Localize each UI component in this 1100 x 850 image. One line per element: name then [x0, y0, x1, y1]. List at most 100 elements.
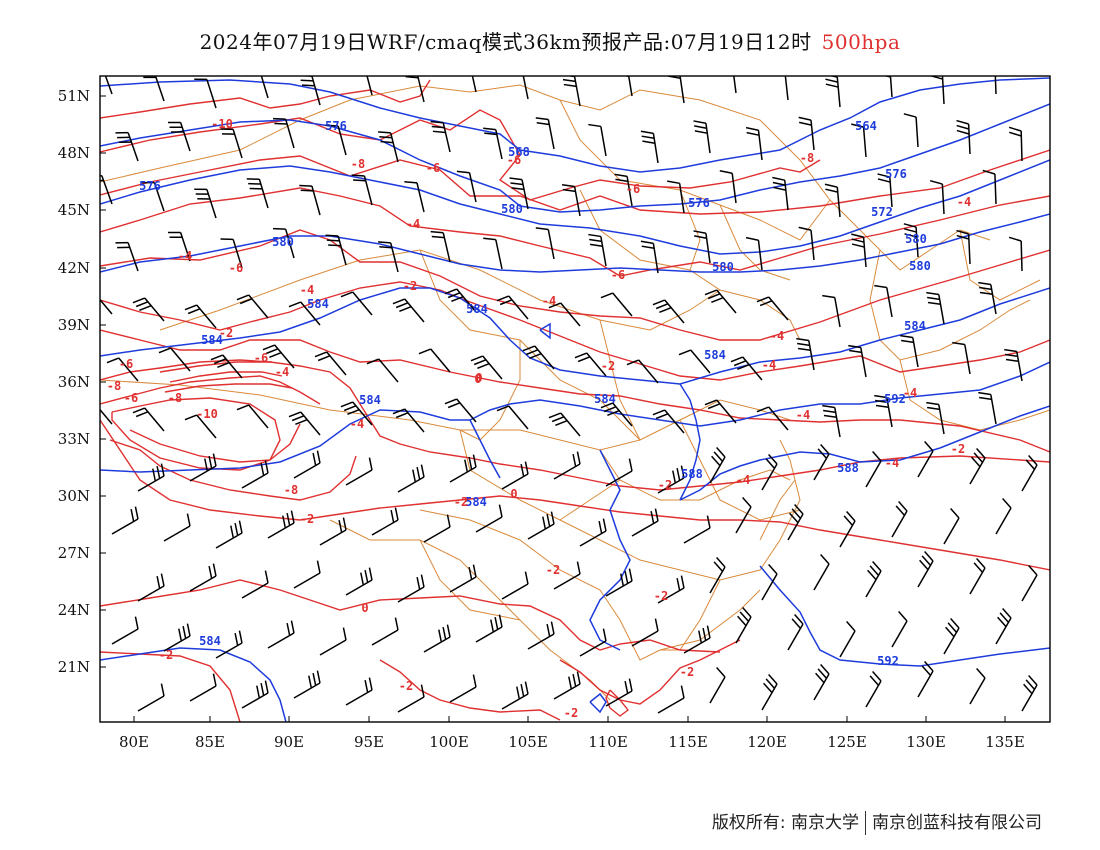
wind-barbs [100, 76, 1038, 714]
height-contour [589, 692, 607, 714]
temperature-contour-label: -6 [124, 391, 138, 405]
wind-barb [874, 284, 893, 318]
temperature-contour-label: -8 [284, 483, 298, 497]
wind-barb [813, 444, 830, 481]
temperature-contour [100, 329, 1050, 453]
wind-barb [444, 288, 477, 313]
wind-barb [657, 465, 685, 494]
wind-barb [378, 241, 399, 273]
wind-barb [929, 179, 945, 215]
temperature-contour [605, 689, 629, 717]
copyright-footer: 版权所有: 南京大学 南京创蓝科技有限公司 [712, 808, 1042, 835]
wind-barb [926, 401, 945, 435]
temperature-contour-label: -2 [654, 589, 668, 603]
wind-barb [100, 175, 113, 205]
temperature-contour-label: -2 [159, 648, 173, 662]
wind-barb [483, 237, 503, 270]
height-contour-label: 584 [307, 297, 329, 311]
temperature-contour [164, 383, 293, 393]
wind-barb [574, 352, 607, 377]
wind-barb [917, 551, 934, 588]
wind-barb [194, 188, 217, 219]
wind-barb [995, 498, 1012, 535]
height-contour-label: 592 [877, 654, 899, 668]
wind-barb [449, 674, 477, 703]
wind-barb [600, 292, 633, 317]
lon-tick-label: 80E [119, 733, 149, 751]
height-contour [679, 383, 701, 501]
temperature-contour-label: -2 [564, 706, 578, 720]
wind-barb [378, 131, 399, 163]
wind-barb [496, 405, 529, 430]
wind-barb [215, 520, 243, 549]
wind-barb [813, 554, 830, 591]
wind-barb [288, 411, 321, 436]
copyright-company: 南京创蓝科技有限公司 [872, 813, 1042, 833]
lon-tick-label: 110E [588, 733, 628, 751]
temperature-contour-label: -4 [903, 386, 917, 400]
wind-barb [969, 668, 986, 705]
wind-barb [822, 294, 841, 328]
wind-barb [891, 611, 908, 648]
wind-barb [430, 230, 451, 263]
wind-barb [579, 628, 607, 657]
wind-barb [100, 76, 113, 95]
height-contour-label: 584 [704, 348, 726, 362]
wind-barb [137, 683, 165, 712]
wind-barb [553, 451, 581, 480]
height-contour-label: 588 [837, 461, 859, 475]
wind-barb [787, 614, 804, 651]
wind-barb [709, 667, 726, 704]
lon-tick-label: 120E [747, 733, 787, 751]
wind-barb [392, 408, 425, 433]
height-contour-label: 568 [508, 145, 530, 159]
wind-barb [314, 351, 347, 376]
wind-barb [978, 391, 997, 425]
temperature-contour-label: -6 [507, 153, 521, 167]
wind-barb [137, 463, 165, 492]
wind-barb [535, 227, 555, 260]
wind-barb [404, 181, 425, 213]
lon-tick-label: 90E [274, 733, 304, 751]
border-line [559, 99, 831, 241]
wind-barb [943, 508, 960, 545]
wind-barb [678, 349, 711, 374]
wind-barb [293, 670, 321, 699]
temperature-contour [111, 397, 281, 471]
lat-tick-label: 42N [58, 259, 90, 277]
temperature-contour-label: -2 [300, 512, 314, 526]
wind-barb [397, 464, 425, 493]
wind-barb [917, 441, 934, 478]
wind-barb [299, 184, 321, 216]
wind-barb [258, 76, 269, 99]
temperature-contour-label: -6 [611, 268, 625, 282]
wind-barb [605, 678, 633, 707]
wind-barb [735, 607, 752, 644]
wind-barb [100, 400, 113, 425]
wind-barb [588, 233, 607, 267]
wind-barb [952, 341, 971, 375]
temperature-contour-label: -2 [658, 478, 672, 492]
height-contour-label: 580 [501, 202, 523, 216]
wind-barb [798, 226, 815, 261]
wind-barb [501, 571, 529, 600]
wind-barb [943, 618, 960, 655]
border-line [329, 519, 521, 621]
wind-barb [783, 76, 789, 101]
temperature-contour-label: -6 [426, 161, 440, 175]
wind-barb [241, 460, 269, 489]
height-contour-label: 584 [466, 302, 488, 316]
wind-barb [1021, 565, 1038, 602]
wind-barb [220, 238, 243, 269]
border-line [459, 340, 521, 441]
wind-barb [982, 169, 997, 205]
wind-barb [796, 337, 815, 371]
lat-tick-label: 36N [58, 373, 90, 391]
height-contour-label: 584 [465, 495, 487, 509]
wind-barb [345, 677, 373, 706]
wind-barb [891, 501, 908, 538]
wind-barb [1021, 675, 1038, 712]
wind-barb [371, 617, 399, 646]
title-main: 2024年07月19日WRF/cmaq模式36km预报产品:07月19日12时 [199, 30, 812, 54]
